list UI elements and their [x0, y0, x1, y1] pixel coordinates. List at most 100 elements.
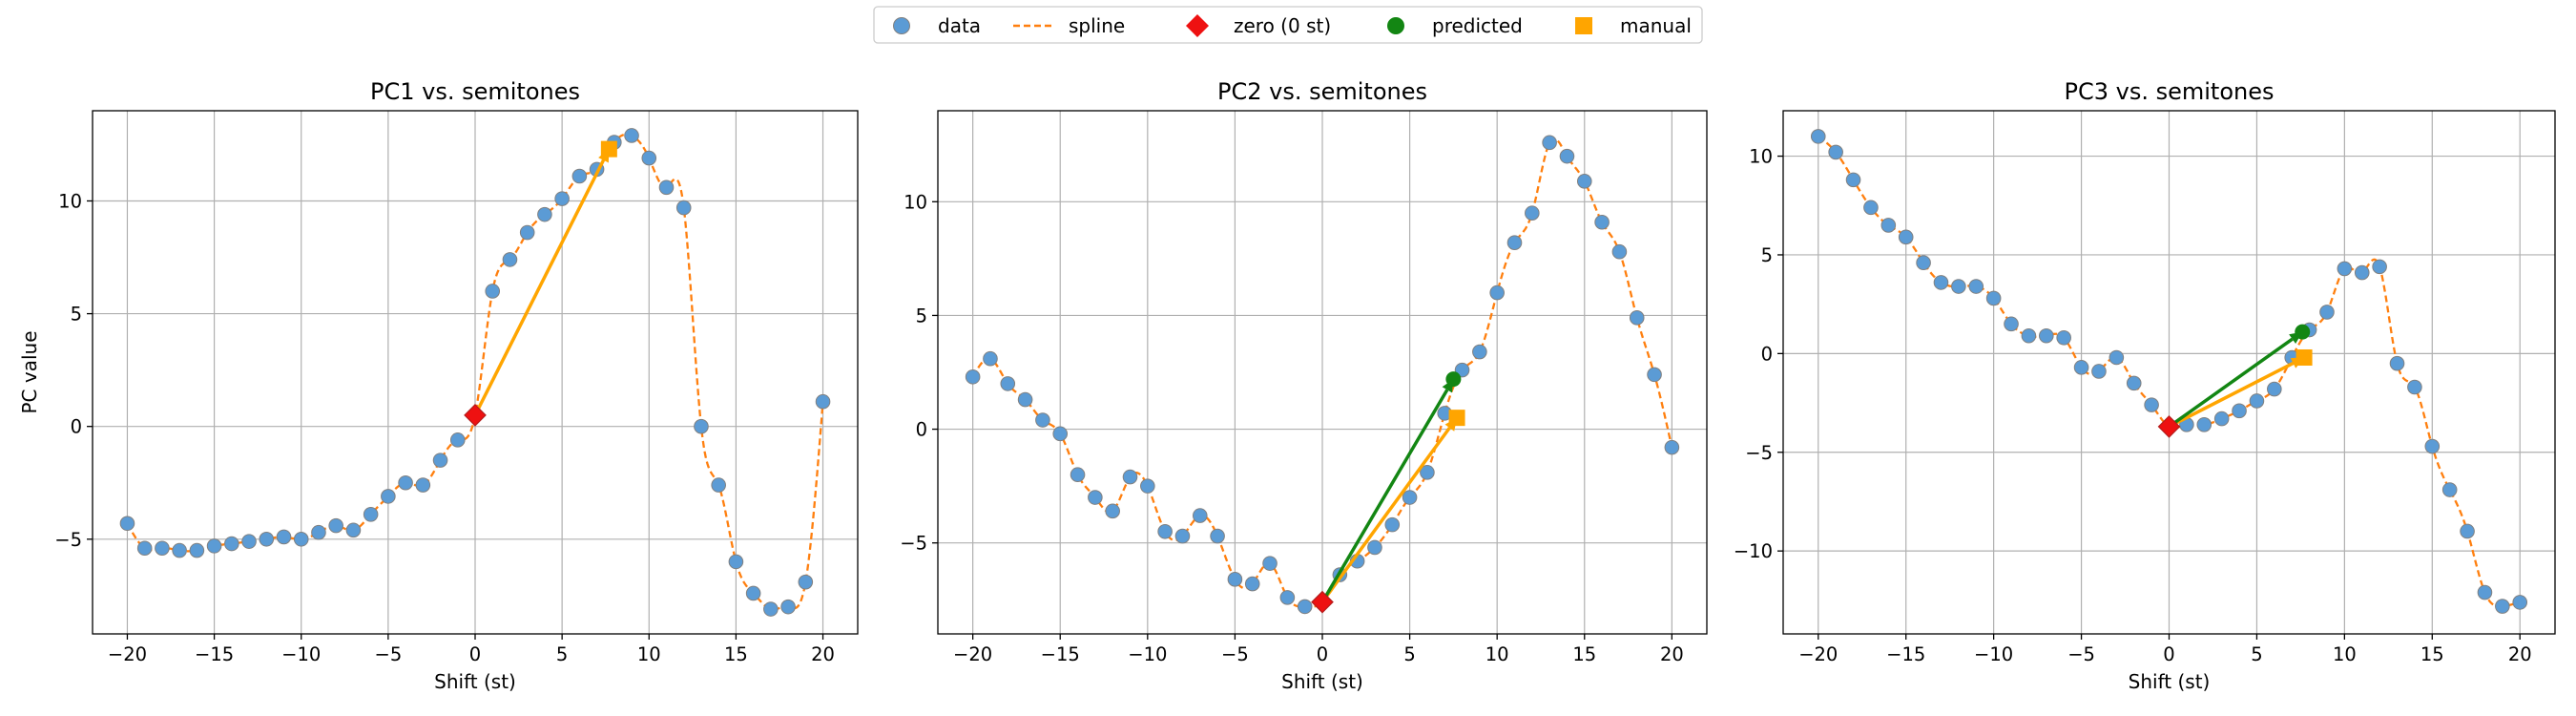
data-point — [1122, 469, 1138, 485]
panels: −20 −15 −10 −5 0 5 10 15 20 −5 0 5 10 PC1 vs. semiton… — [18, 78, 2556, 693]
data-point — [728, 554, 744, 570]
data-point — [658, 179, 675, 196]
data-point — [2512, 595, 2528, 610]
legend-marker-manual — [1575, 17, 1592, 34]
data-point — [1951, 279, 1966, 294]
data-point — [2477, 584, 2493, 600]
y-axis-label: PC value — [18, 330, 41, 413]
x-tick-label: −20 — [953, 643, 992, 665]
y-tick-label: −5 — [900, 533, 927, 555]
data-point — [1157, 523, 1173, 539]
data-point — [1244, 576, 1260, 592]
data-point — [675, 200, 692, 216]
x-tick-label: −5 — [2067, 643, 2095, 665]
legend-frame — [873, 6, 1703, 44]
data-point — [2126, 375, 2142, 391]
data-point — [519, 224, 535, 241]
data-point — [2021, 327, 2037, 344]
y-tick-label: 10 — [1749, 146, 1773, 168]
data-point — [1916, 255, 1931, 271]
data-point — [2056, 330, 2071, 346]
x-tick-label: −10 — [1128, 643, 1167, 665]
zero-marker — [2157, 415, 2181, 438]
legend-label-data: data — [938, 14, 981, 37]
x-tick-label: −10 — [281, 643, 321, 665]
data-point — [2389, 355, 2405, 371]
data-point — [780, 599, 796, 615]
data-point — [2249, 393, 2265, 409]
data-point — [694, 418, 709, 434]
data-point — [276, 529, 292, 545]
x-tick-label: −20 — [108, 643, 147, 665]
legend-label-manual: manual — [1620, 14, 1692, 37]
data-points — [965, 135, 1680, 615]
data-point — [1454, 362, 1470, 378]
data-point — [2424, 438, 2441, 454]
legend-label-predicted: predicted — [1432, 14, 1523, 37]
legend-marker-predicted — [1387, 17, 1404, 34]
data-point — [554, 191, 570, 206]
x-tick-label: −15 — [1886, 643, 1925, 665]
data-point — [798, 574, 814, 590]
data-point — [641, 150, 657, 166]
data-point — [2232, 403, 2247, 419]
data-point — [1542, 135, 1557, 151]
legend-marker-zero — [1186, 14, 1209, 37]
legend-item-manual: manual — [1575, 14, 1692, 37]
zero-marker — [464, 404, 487, 427]
predicted-arrow-shaft — [1320, 389, 1449, 603]
legend-label-spline: spline — [1069, 14, 1125, 37]
data-point — [2091, 364, 2107, 379]
panel-title: PC3 vs. semitones — [2065, 78, 2275, 105]
x-tick-label: 15 — [2420, 643, 2444, 665]
x-tick-label: −5 — [1221, 643, 1249, 665]
data-point — [1985, 290, 2002, 306]
x-tick-label: 5 — [556, 643, 568, 665]
data-point — [2196, 417, 2212, 432]
data-point — [1210, 528, 1225, 544]
x-tick-label: 10 — [2333, 643, 2357, 665]
legend-marker-data — [893, 17, 910, 34]
data-point — [2004, 316, 2019, 332]
data-point — [571, 168, 588, 184]
y-tick-label: −10 — [1734, 540, 1773, 562]
data-point — [1000, 376, 1016, 391]
data-point — [241, 534, 257, 549]
data-point — [537, 206, 552, 222]
data-point — [1088, 490, 1103, 505]
y-tick-label: 10 — [904, 191, 927, 213]
panel-pc3: −20 −15 −10 −5 0 5 10 15 20 −10 −5 0 5 10 PC3 vs. semi… — [1734, 78, 2556, 693]
data-point — [2144, 397, 2159, 412]
data-point — [1070, 467, 1086, 483]
x-tick-label: −15 — [195, 643, 234, 665]
data-point — [1880, 218, 1897, 233]
data-point — [1174, 528, 1191, 544]
x-tick-label: 0 — [1317, 643, 1328, 665]
x-tick-label: 5 — [2251, 643, 2262, 665]
data-point — [1262, 556, 1278, 571]
spline-line — [971, 137, 1673, 608]
data-point — [485, 284, 501, 299]
x-tick-label: 20 — [1660, 643, 1684, 665]
data-point — [415, 477, 431, 493]
data-point — [345, 522, 362, 538]
data-point — [1968, 279, 1984, 294]
data-point — [711, 477, 726, 493]
data-point — [1664, 439, 1680, 455]
data-point — [449, 432, 466, 448]
data-point — [2460, 523, 2475, 539]
data-point — [1227, 572, 1243, 587]
manual-marker — [2296, 348, 2313, 366]
data-point — [1052, 426, 1069, 442]
data-point — [502, 252, 518, 267]
manual-arrow-shaft — [473, 158, 606, 416]
legend-item-zero: zero (0 st) — [1186, 14, 1331, 37]
manual-arrow-shaft — [2168, 361, 2295, 429]
data-point — [1863, 200, 1879, 216]
zero-marker — [1311, 590, 1334, 614]
y-tick-label: 0 — [916, 419, 927, 441]
x-tick-label: 10 — [637, 643, 661, 665]
data-point — [1611, 243, 1628, 260]
data-point — [1933, 275, 1949, 290]
